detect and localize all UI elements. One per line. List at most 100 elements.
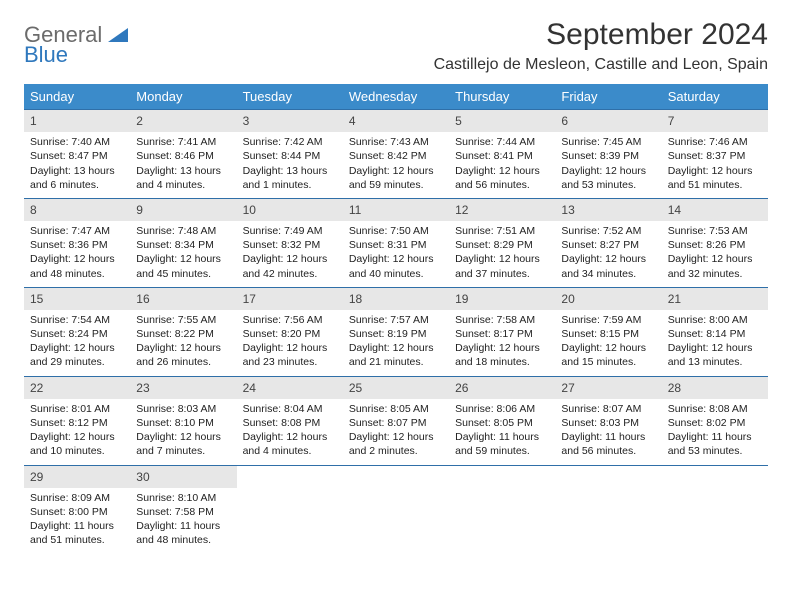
sunrise-line: Sunrise: 7:40 AM [30, 135, 124, 149]
day-details: Sunrise: 8:03 AMSunset: 8:10 PMDaylight:… [130, 399, 236, 465]
day-number: 9 [130, 199, 236, 221]
calendar-cell: 30Sunrise: 8:10 AMSunset: 7:58 PMDayligh… [130, 465, 236, 553]
sunset-line: Sunset: 8:00 PM [30, 505, 124, 519]
calendar-cell: 29Sunrise: 8:09 AMSunset: 8:00 PMDayligh… [24, 465, 130, 553]
sunrise-line: Sunrise: 8:03 AM [136, 402, 230, 416]
day-number: 22 [24, 377, 130, 399]
logo-triangle-icon [108, 24, 128, 46]
sunset-line: Sunset: 8:14 PM [668, 327, 762, 341]
sunrise-line: Sunrise: 8:07 AM [561, 402, 655, 416]
day-details: Sunrise: 7:42 AMSunset: 8:44 PMDaylight:… [237, 132, 343, 198]
sunset-line: Sunset: 8:03 PM [561, 416, 655, 430]
day-number: 29 [24, 466, 130, 488]
sunrise-line: Sunrise: 7:47 AM [30, 224, 124, 238]
calendar-cell: 24Sunrise: 8:04 AMSunset: 8:08 PMDayligh… [237, 376, 343, 465]
sunrise-line: Sunrise: 7:42 AM [243, 135, 337, 149]
day-number-empty [555, 466, 661, 488]
sunset-line: Sunset: 8:02 PM [668, 416, 762, 430]
daylight-line: Daylight: 12 hours and 37 minutes. [455, 252, 549, 280]
sunrise-line: Sunrise: 8:00 AM [668, 313, 762, 327]
day-details: Sunrise: 7:51 AMSunset: 8:29 PMDaylight:… [449, 221, 555, 287]
calendar-cell: 2Sunrise: 7:41 AMSunset: 8:46 PMDaylight… [130, 110, 236, 199]
calendar-cell: 7Sunrise: 7:46 AMSunset: 8:37 PMDaylight… [662, 110, 768, 199]
sunrise-line: Sunrise: 7:45 AM [561, 135, 655, 149]
day-number: 17 [237, 288, 343, 310]
daylight-line: Daylight: 12 hours and 21 minutes. [349, 341, 443, 369]
day-number: 1 [24, 110, 130, 132]
day-details: Sunrise: 8:09 AMSunset: 8:00 PMDaylight:… [24, 488, 130, 554]
sunrise-line: Sunrise: 7:44 AM [455, 135, 549, 149]
calendar-cell: 21Sunrise: 8:00 AMSunset: 8:14 PMDayligh… [662, 287, 768, 376]
daylight-line: Daylight: 12 hours and 18 minutes. [455, 341, 549, 369]
daylight-line: Daylight: 12 hours and 51 minutes. [668, 164, 762, 192]
sunset-line: Sunset: 8:27 PM [561, 238, 655, 252]
daylight-line: Daylight: 13 hours and 1 minutes. [243, 164, 337, 192]
sunrise-line: Sunrise: 7:48 AM [136, 224, 230, 238]
day-number-empty [449, 466, 555, 488]
weekday-header: Monday [130, 84, 236, 110]
day-number: 10 [237, 199, 343, 221]
calendar-cell [555, 465, 661, 553]
daylight-line: Daylight: 12 hours and 53 minutes. [561, 164, 655, 192]
day-details: Sunrise: 7:47 AMSunset: 8:36 PMDaylight:… [24, 221, 130, 287]
day-details: Sunrise: 7:57 AMSunset: 8:19 PMDaylight:… [343, 310, 449, 376]
sunset-line: Sunset: 8:20 PM [243, 327, 337, 341]
day-number: 12 [449, 199, 555, 221]
sunrise-line: Sunrise: 7:51 AM [455, 224, 549, 238]
day-details: Sunrise: 8:08 AMSunset: 8:02 PMDaylight:… [662, 399, 768, 465]
sunset-line: Sunset: 8:26 PM [668, 238, 762, 252]
sunset-line: Sunset: 8:39 PM [561, 149, 655, 163]
calendar-cell: 23Sunrise: 8:03 AMSunset: 8:10 PMDayligh… [130, 376, 236, 465]
day-number: 3 [237, 110, 343, 132]
day-details: Sunrise: 7:49 AMSunset: 8:32 PMDaylight:… [237, 221, 343, 287]
day-details: Sunrise: 8:01 AMSunset: 8:12 PMDaylight:… [24, 399, 130, 465]
sunrise-line: Sunrise: 8:10 AM [136, 491, 230, 505]
sunrise-line: Sunrise: 7:50 AM [349, 224, 443, 238]
sunrise-line: Sunrise: 8:05 AM [349, 402, 443, 416]
calendar-cell [237, 465, 343, 553]
sunrise-line: Sunrise: 7:52 AM [561, 224, 655, 238]
day-details: Sunrise: 7:56 AMSunset: 8:20 PMDaylight:… [237, 310, 343, 376]
calendar-cell: 5Sunrise: 7:44 AMSunset: 8:41 PMDaylight… [449, 110, 555, 199]
sunrise-line: Sunrise: 8:06 AM [455, 402, 549, 416]
daylight-line: Daylight: 12 hours and 10 minutes. [30, 430, 124, 458]
sunset-line: Sunset: 8:29 PM [455, 238, 549, 252]
day-details: Sunrise: 7:52 AMSunset: 8:27 PMDaylight:… [555, 221, 661, 287]
sunrise-line: Sunrise: 7:49 AM [243, 224, 337, 238]
day-number: 16 [130, 288, 236, 310]
sunrise-line: Sunrise: 7:58 AM [455, 313, 549, 327]
day-number: 24 [237, 377, 343, 399]
calendar-header-row: SundayMondayTuesdayWednesdayThursdayFrid… [24, 84, 768, 110]
day-number: 4 [343, 110, 449, 132]
sunset-line: Sunset: 8:47 PM [30, 149, 124, 163]
sunset-line: Sunset: 8:32 PM [243, 238, 337, 252]
sunset-line: Sunset: 8:12 PM [30, 416, 124, 430]
weekday-header: Tuesday [237, 84, 343, 110]
daylight-line: Daylight: 12 hours and 32 minutes. [668, 252, 762, 280]
calendar-cell: 8Sunrise: 7:47 AMSunset: 8:36 PMDaylight… [24, 198, 130, 287]
calendar-week-row: 22Sunrise: 8:01 AMSunset: 8:12 PMDayligh… [24, 376, 768, 465]
daylight-line: Daylight: 12 hours and 59 minutes. [349, 164, 443, 192]
calendar-cell [343, 465, 449, 553]
day-details: Sunrise: 7:46 AMSunset: 8:37 PMDaylight:… [662, 132, 768, 198]
sunset-line: Sunset: 8:34 PM [136, 238, 230, 252]
sunset-line: Sunset: 8:42 PM [349, 149, 443, 163]
sunset-line: Sunset: 8:31 PM [349, 238, 443, 252]
sunset-line: Sunset: 8:24 PM [30, 327, 124, 341]
daylight-line: Daylight: 12 hours and 29 minutes. [30, 341, 124, 369]
day-details: Sunrise: 7:44 AMSunset: 8:41 PMDaylight:… [449, 132, 555, 198]
weekday-header: Sunday [24, 84, 130, 110]
day-number: 28 [662, 377, 768, 399]
daylight-line: Daylight: 12 hours and 42 minutes. [243, 252, 337, 280]
daylight-line: Daylight: 12 hours and 2 minutes. [349, 430, 443, 458]
logo-text: General Blue [24, 24, 128, 66]
day-details: Sunrise: 8:00 AMSunset: 8:14 PMDaylight:… [662, 310, 768, 376]
day-number: 21 [662, 288, 768, 310]
location: Castillejo de Mesleon, Castille and Leon… [434, 56, 768, 74]
sunset-line: Sunset: 8:15 PM [561, 327, 655, 341]
sunset-line: Sunset: 7:58 PM [136, 505, 230, 519]
day-number: 13 [555, 199, 661, 221]
calendar-cell: 13Sunrise: 7:52 AMSunset: 8:27 PMDayligh… [555, 198, 661, 287]
day-number: 25 [343, 377, 449, 399]
sunrise-line: Sunrise: 7:54 AM [30, 313, 124, 327]
